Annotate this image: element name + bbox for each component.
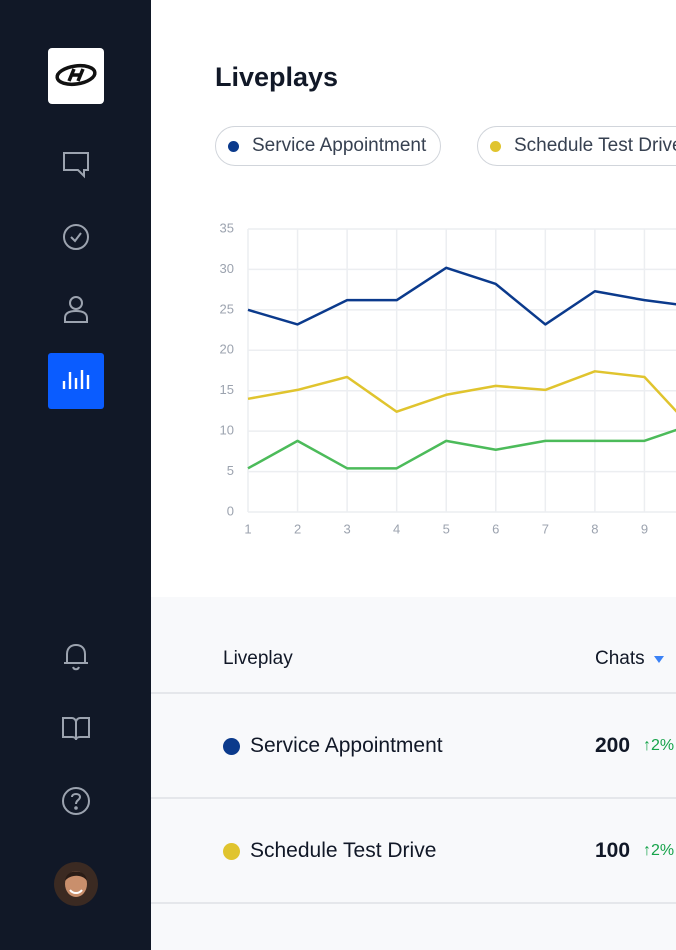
divider [151,797,676,799]
y-tick-label: 5 [227,463,234,478]
sidebar [0,0,151,950]
y-tick-label: 15 [220,382,234,397]
legend-chip[interactable]: Schedule Test Drive [477,126,676,166]
series-line [247,370,676,413]
legend-chip[interactable]: Service Appointment [215,126,442,166]
row-label: Schedule Test Drive [250,839,437,862]
column-header[interactable]: Liveplay [223,648,293,669]
y-tick-label: 20 [220,342,234,357]
row-value: 200 [595,734,631,757]
x-tick-label: 5 [443,521,450,536]
row-name: Schedule Test Drive [223,839,436,863]
legend-dot [228,140,239,152]
row-name: Service Appointment [223,734,443,758]
column-header[interactable]: Chats [595,648,665,670]
y-tick-label: 30 [220,261,234,276]
row-change: ↑2% [643,737,675,754]
y-tick-label: 25 [220,301,234,316]
help-icon[interactable] [48,773,104,829]
row-change-value: 2% [651,737,675,754]
logo[interactable] [48,48,104,104]
badge-icon[interactable] [48,209,104,265]
row-value: 100 [595,839,631,862]
bell-icon[interactable] [48,628,104,684]
chat-icon[interactable] [48,136,104,192]
chart: 0 5 10 15 20 25 30 35 1 2 3 4 5 6 7 8 9 [220,220,676,536]
x-tick-label: 6 [492,521,499,536]
series-line [247,428,676,470]
x-tick-label: 7 [542,521,549,536]
row-dot [223,737,240,755]
x-tick-label: 9 [641,521,648,536]
avatar[interactable] [48,856,104,912]
row-label: Service Appointment [250,734,443,757]
main: Liveplays Service Appointment Schedule T… [151,0,676,950]
row-change: ↑2% [643,842,675,859]
column-header-label: Chats [595,648,645,669]
row-dot [223,842,240,860]
table-panel [151,597,676,950]
row-change-value: 2% [651,842,675,859]
sort-icon [653,656,664,663]
user-icon[interactable] [48,281,104,337]
x-tick-label: 2 [294,521,301,536]
legend-label: Schedule Test Drive [514,135,676,156]
page-title: Liveplays [215,62,339,92]
book-icon[interactable] [48,700,104,756]
divider [151,692,676,694]
y-tick-label: 10 [220,423,234,438]
y-tick-label: 0 [227,503,234,518]
x-tick-label: 4 [393,521,400,536]
x-tick-label: 8 [591,521,598,536]
series-line [247,266,676,326]
analytics-icon[interactable] [48,353,104,409]
x-tick-label: 1 [244,521,251,536]
divider [151,902,676,904]
legend-dot [490,140,501,152]
legend-label: Service Appointment [252,135,427,156]
y-tick-label: 35 [220,220,234,235]
x-tick-label: 3 [343,521,350,536]
